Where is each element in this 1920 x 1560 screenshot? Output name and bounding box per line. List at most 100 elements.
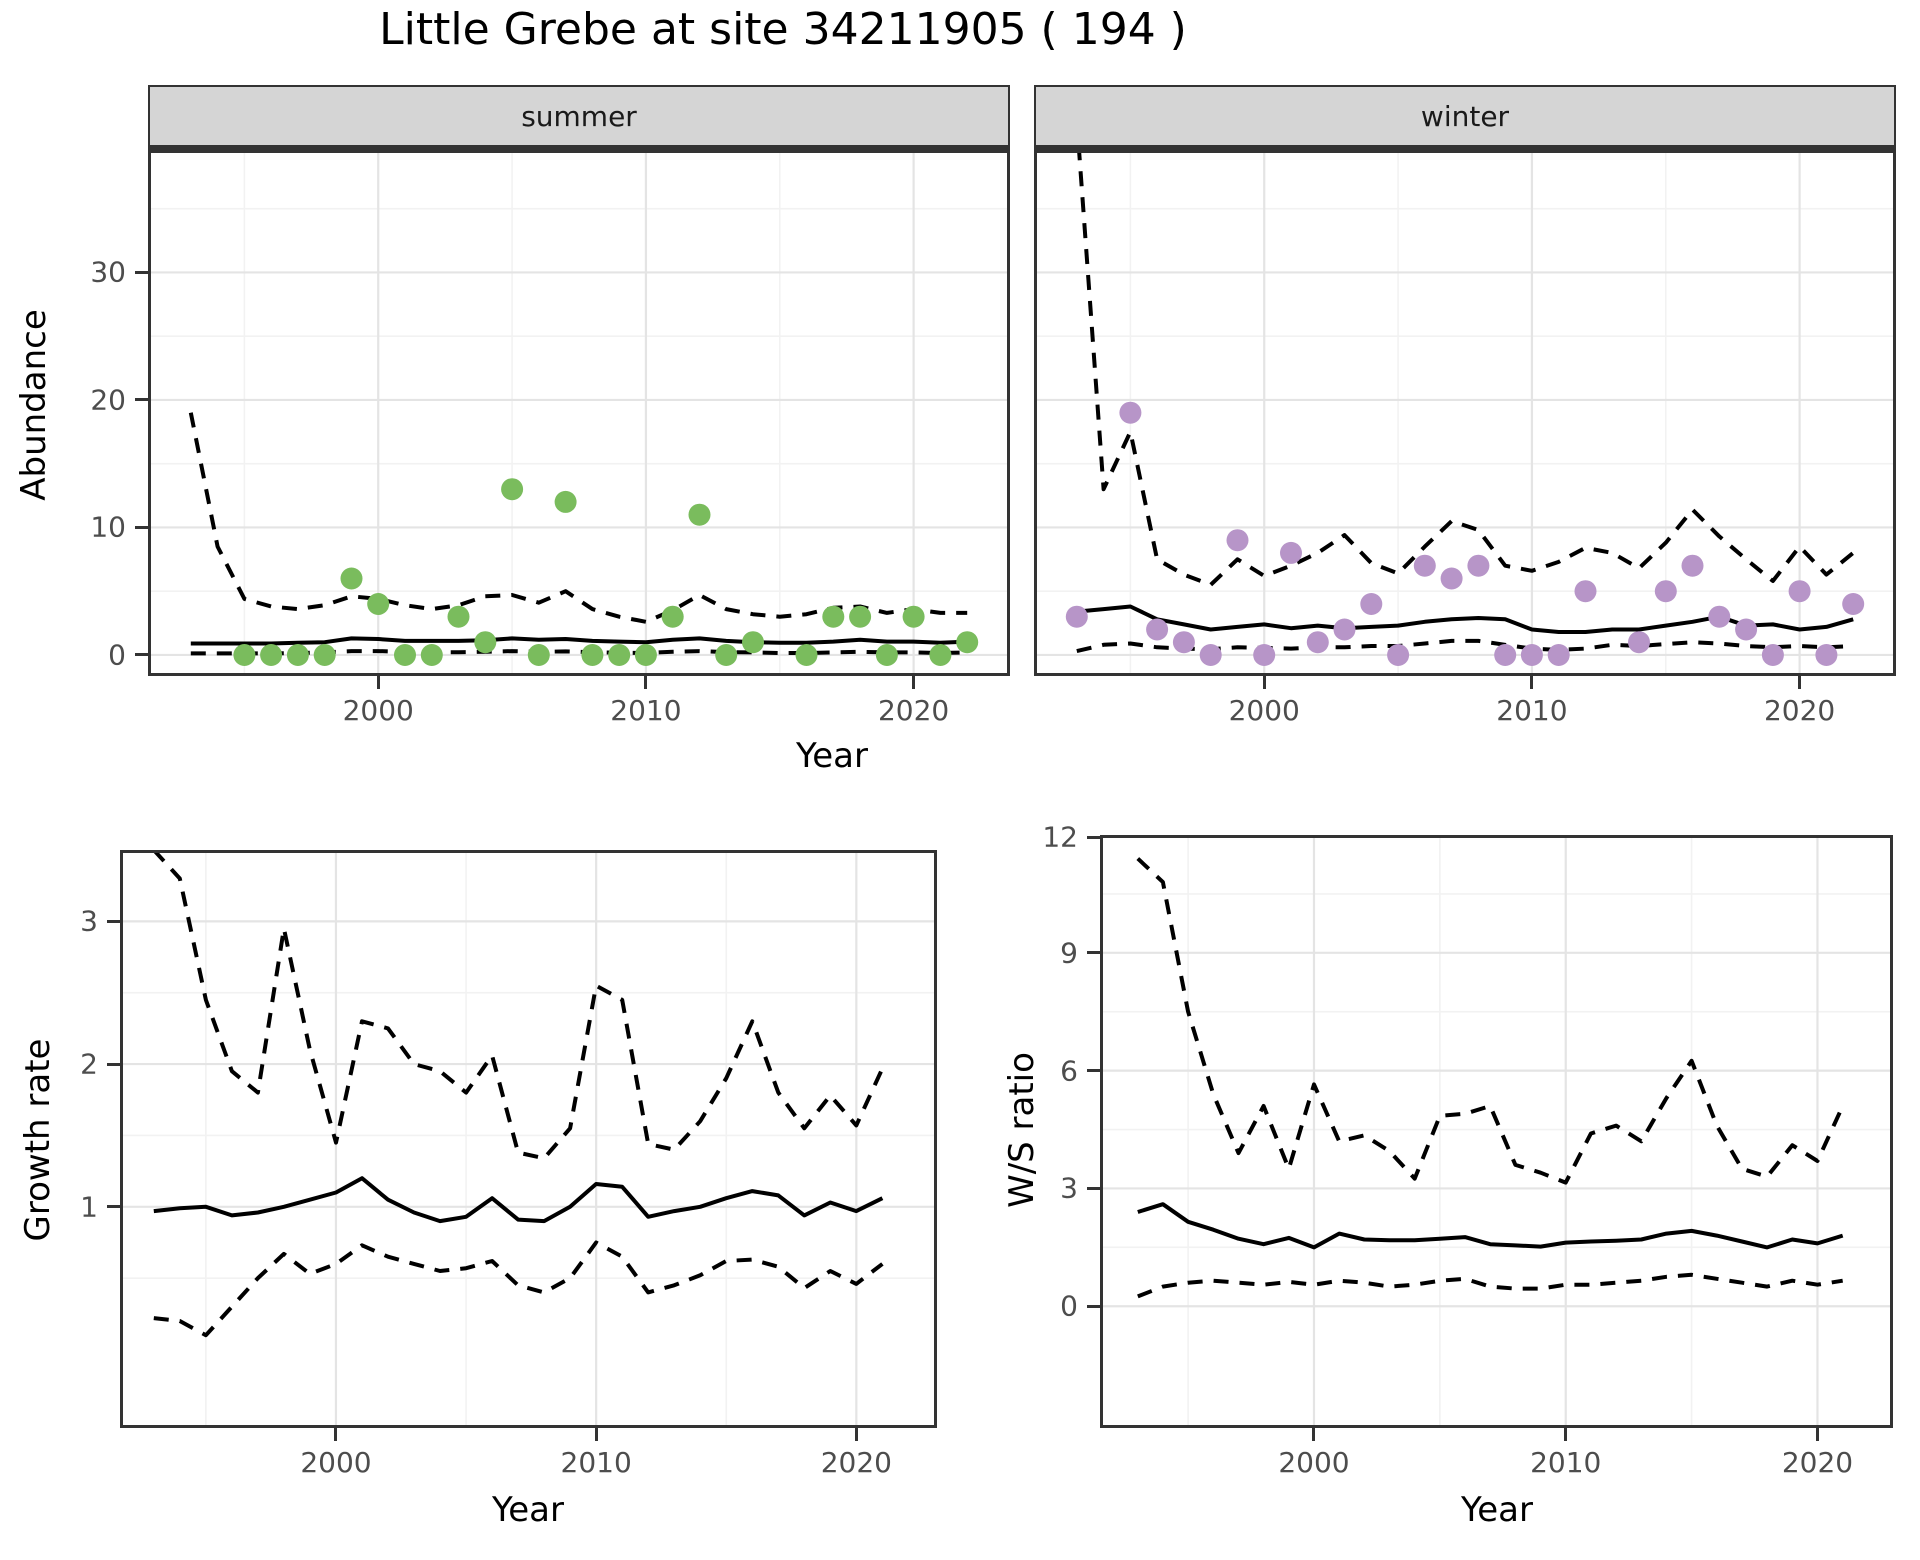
abundance-winter-observation-point (1253, 644, 1276, 666)
abundance-winter-observation-point (1788, 580, 1811, 603)
abundance-winter-observation-point (1333, 618, 1356, 641)
facet-label-winter: winter (1420, 99, 1510, 133)
y-tick-label: 3 (80, 904, 98, 938)
abundance-winter-upper_ci-line (1077, 150, 1855, 587)
x-axis-tick (854, 1428, 858, 1441)
abundance-winter-observation-point (1146, 618, 1169, 641)
y-axis-tick (1087, 951, 1100, 955)
abundance-summer-panel (148, 150, 1010, 676)
y-axis-tick (135, 653, 148, 657)
x-tick-label: 2020 (1763, 694, 1836, 727)
y-tick-label: 0 (108, 638, 126, 672)
abundance-summer-observation-point (608, 644, 631, 666)
facet-strip-summer: summer (148, 85, 1010, 150)
x-tick-label: 2000 (1228, 694, 1300, 727)
abundance-summer-observation-point (313, 644, 336, 666)
y-axis-tick (107, 919, 120, 923)
ws-median-line (1137, 1202, 1844, 1250)
y-axis-tick (1087, 1304, 1100, 1308)
abundance-winter-observation-point (1119, 401, 1142, 424)
abundance-summer-observation-point (581, 644, 604, 666)
abundance-summer-observation-point (795, 644, 818, 666)
x-tick-label: 2010 (1530, 1446, 1602, 1479)
growth-upper_ci-line (152, 850, 885, 1161)
abundance-winter-observation-point (1172, 631, 1195, 654)
y-tick-label: 20 (90, 383, 126, 417)
abundance-winter-observation-point (1387, 644, 1410, 666)
abundance-summer-observation-point (527, 644, 550, 666)
abundance-summer-observation-point (715, 644, 738, 666)
growth-median-line (153, 1176, 884, 1224)
y-tick-label: 1 (80, 1190, 98, 1224)
x-tick-label: 2020 (820, 1446, 892, 1479)
y-axis-tick (107, 1205, 120, 1209)
abundance-winter-observation-point (1494, 644, 1517, 666)
abundance-summer-observation-point (286, 644, 309, 666)
abundance-summer-observation-point (233, 644, 256, 666)
abundance-summer-observation-point (474, 631, 497, 654)
abundance-winter-observation-point (1654, 580, 1677, 603)
y-tick-label: 3 (1060, 1171, 1078, 1205)
abundance-summer-observation-point (822, 605, 845, 628)
year-axis-title-top: Year (796, 736, 868, 776)
x-axis-tick (376, 676, 380, 689)
facet-strip-winter: winter (1034, 85, 1896, 150)
abundance-winter-observation-point (1547, 644, 1570, 666)
abundance-summer-observation-point (902, 605, 925, 628)
abundance-summer-observation-point (340, 567, 363, 590)
abundance-winter-observation-point (1065, 605, 1088, 628)
abundance-summer-observation-point (501, 478, 524, 501)
abundance-summer-observation-point (394, 644, 416, 666)
growth-lower_ci-line (153, 1240, 884, 1338)
y-axis-tick (135, 525, 148, 529)
abundance-summer-observation-point (367, 593, 390, 615)
y-tick-label: 9 (1060, 936, 1078, 970)
x-tick-label: 2000 (342, 694, 414, 727)
abundance-winter-observation-point (1815, 644, 1838, 666)
facet-label-summer: summer (521, 99, 637, 133)
abundance-winter-observation-point (1628, 631, 1650, 654)
x-tick-label: 2020 (1781, 1446, 1854, 1479)
abundance-winter-observation-point (1574, 580, 1597, 603)
y-tick-label: 10 (90, 510, 126, 544)
x-axis-tick (644, 676, 648, 689)
y-tick-label: 12 (1042, 820, 1078, 854)
abundance-winter-observation-point (1681, 554, 1704, 577)
x-axis-tick (594, 1428, 598, 1441)
x-tick-label: 2000 (1278, 1446, 1350, 1479)
x-axis-tick (1312, 1428, 1316, 1441)
abundance-winter-observation-point (1199, 644, 1222, 666)
x-tick-label: 2000 (300, 1446, 372, 1479)
abundance-summer-observation-point (956, 631, 979, 654)
y-tick-label: 6 (1060, 1054, 1078, 1088)
y-tick-label: 0 (1060, 1289, 1078, 1323)
abundance-summer-observation-point (688, 503, 711, 526)
abundance-winter-observation-point (1306, 631, 1329, 654)
abundance-summer-observation-point (929, 644, 952, 666)
abundance-winter-observation-point (1280, 541, 1302, 564)
year-axis-title-growth: Year (492, 1490, 564, 1530)
abundance-winter-observation-point (1360, 593, 1383, 615)
abundance-summer-observation-point (420, 644, 443, 666)
x-tick-label: 2010 (1496, 694, 1568, 727)
abundance-winter-observation-point (1761, 644, 1784, 666)
abundance-winter-observation-point (1842, 593, 1865, 615)
abundance-summer-median-line (190, 636, 968, 646)
abundance-summer-observation-point (260, 644, 283, 666)
y-tick-label: 30 (90, 255, 126, 289)
x-axis-tick (1798, 676, 1802, 689)
abundance-winter-panel (1034, 150, 1896, 676)
ws-lower_ci-line (1137, 1272, 1844, 1299)
x-axis-tick (1564, 1428, 1568, 1441)
y-axis-tick (1087, 1186, 1100, 1190)
abundance-winter-observation-point (1413, 554, 1436, 577)
y-axis-tick (1087, 1069, 1100, 1073)
abundance-winter-observation-point (1440, 567, 1463, 590)
abundance-summer-observation-point (661, 605, 684, 628)
abundance-summer-observation-point (634, 644, 657, 666)
y-axis-tick (135, 270, 148, 274)
abundance-summer-observation-point (447, 605, 470, 628)
x-axis-tick (334, 1428, 338, 1441)
ws-upper_ci-line (1136, 857, 1845, 1185)
